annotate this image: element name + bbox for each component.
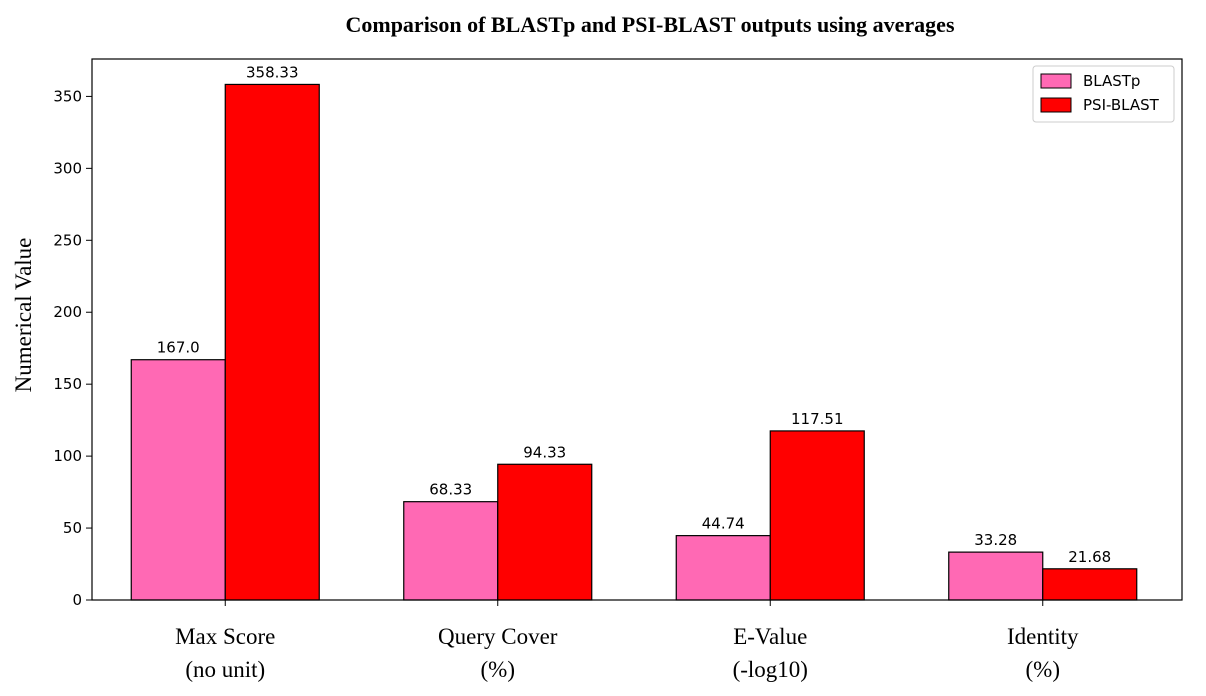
legend-swatch	[1040, 97, 1072, 113]
y-tick-label: 0	[72, 591, 82, 609]
data-label: 68.33	[429, 481, 472, 499]
legend-swatch	[1040, 73, 1072, 89]
data-label: 117.51	[791, 410, 844, 428]
data-label: 358.33	[246, 63, 299, 81]
bar-blastp-2	[675, 535, 771, 601]
x-tick-label: Query Cover	[438, 624, 558, 649]
x-tick-label: Max Score	[175, 624, 275, 649]
bar-psi-blast-0	[224, 83, 320, 601]
x-tick-label: (no unit)	[185, 657, 265, 682]
bar-psi-blast-1	[497, 463, 593, 601]
data-label: 33.28	[974, 531, 1017, 549]
data-label: 44.74	[702, 515, 745, 533]
x-tick-label: (%)	[1026, 657, 1060, 682]
data-label: 21.68	[1068, 548, 1111, 566]
x-tick-label: (-log10)	[733, 657, 808, 682]
y-tick-label: 200	[53, 303, 82, 321]
y-tick-label: 300	[53, 159, 82, 177]
bar-blastp-0	[130, 359, 226, 601]
data-label: 167.0	[157, 339, 200, 357]
chart-title: Comparison of BLASTp and PSI-BLAST outpu…	[345, 12, 954, 37]
y-tick-label: 250	[53, 231, 82, 249]
y-tick-label: 350	[53, 87, 82, 105]
bar-blastp-3	[948, 551, 1044, 601]
y-tick-label: 150	[53, 375, 82, 393]
x-tick-label: E-Value	[733, 624, 807, 649]
plot-area: 0 50 100 150 200 250 300 350 167.0 358.33 Max Scor…	[53, 58, 1183, 682]
data-label: 94.33	[523, 443, 566, 461]
y-axis-label: Numerical Value	[11, 238, 36, 393]
y-tick-label: 50	[63, 519, 82, 537]
x-tick-label: Identity	[1007, 624, 1079, 649]
plot-frame	[91, 58, 1183, 601]
y-tick-label: 100	[53, 447, 82, 465]
legend-label: PSI-BLAST	[1083, 96, 1160, 114]
x-tick-label: (%)	[481, 657, 515, 682]
legend: BLASTp PSI-BLAST	[1032, 65, 1175, 123]
bar-psi-blast-3	[1042, 568, 1138, 601]
bar-blastp-1	[403, 501, 499, 601]
bar-psi-blast-2	[769, 430, 865, 601]
legend-label: BLASTp	[1083, 72, 1140, 90]
